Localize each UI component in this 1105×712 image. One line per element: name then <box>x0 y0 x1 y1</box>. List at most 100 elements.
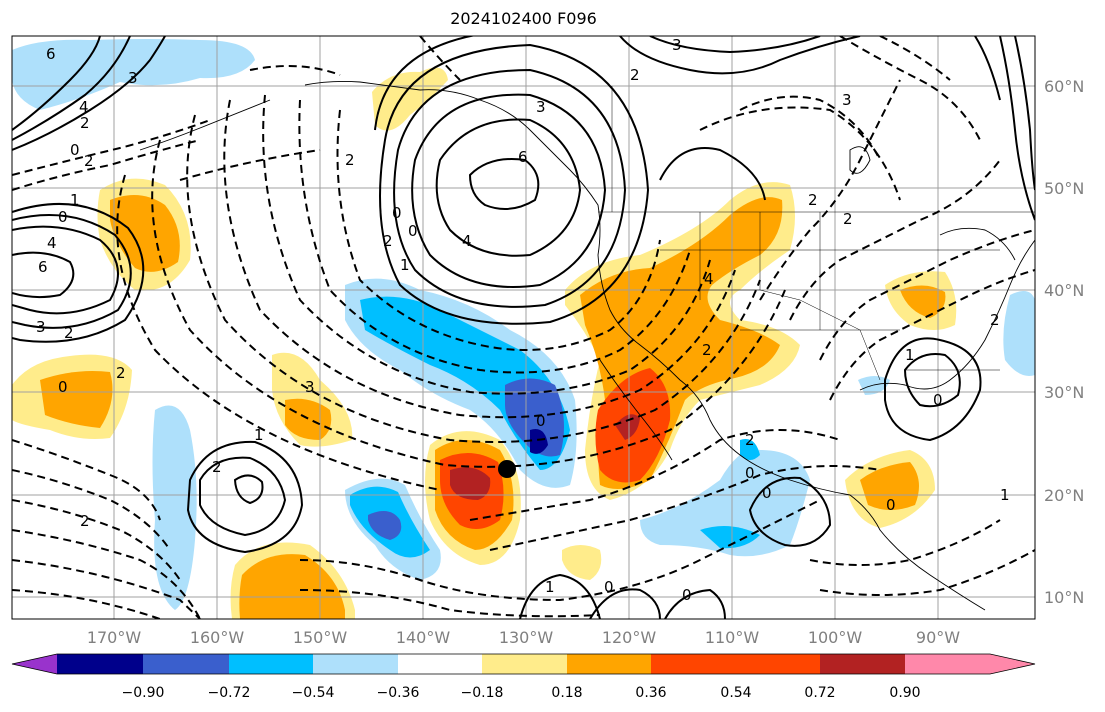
contour-label: 2 <box>116 364 126 382</box>
lon-label: 170°W <box>87 628 142 647</box>
contour-label: 6 <box>518 148 528 166</box>
blue-anomaly-atlantic <box>1003 291 1035 376</box>
contour-label: 1 <box>400 256 410 274</box>
colorbar-segment <box>229 654 313 674</box>
colorbar-segment <box>398 654 482 674</box>
lon-label: 110°W <box>705 628 760 647</box>
darkred-anomaly-baja <box>615 414 640 440</box>
colorbar-extend-high <box>905 654 1035 674</box>
colorbar-segment <box>651 654 736 674</box>
colorbar-extend-low <box>12 654 57 674</box>
colorbar-ticks: −0.90 −0.72 −0.54 −0.36 −0.18 0.18 0.36 … <box>122 685 921 701</box>
contour-label: 1 <box>545 578 555 596</box>
contour-label: 0 <box>762 484 772 502</box>
contour-label: 2 <box>990 311 1000 329</box>
mid-blue-anomaly-140w <box>368 511 402 540</box>
contour-label: 0 <box>70 141 80 159</box>
contour-label: 1 <box>70 191 80 209</box>
contour-label: 4 <box>79 98 89 116</box>
coastlines <box>139 80 1035 611</box>
lat-label: 60°N <box>1044 77 1084 96</box>
contour-label: 0 <box>886 496 896 514</box>
contour-label: 3 <box>672 36 682 54</box>
contour-label: 3 <box>536 98 546 116</box>
contour-label: 6 <box>46 45 56 63</box>
colorbar-tick-label: −0.36 <box>377 685 420 701</box>
colorbar <box>11 653 1036 675</box>
colorbar-tick-label: 0.72 <box>804 685 835 701</box>
contour-label: 2 <box>843 210 853 228</box>
map-title: 2024102400 F096 <box>450 9 597 28</box>
colorbar-segment <box>736 654 820 674</box>
colorbar-tick-label: −0.90 <box>122 685 165 701</box>
longitude-axis: 170°W 160°W 150°W 140°W 130°W 120°W 110°… <box>87 628 960 647</box>
contour-label: 0 <box>604 578 614 596</box>
lon-label: 150°W <box>293 628 348 647</box>
contour-label: 2 <box>630 66 640 84</box>
lat-label: 30°N <box>1044 383 1084 402</box>
contour-label: 2 <box>745 431 755 449</box>
colorbar-tick-label: −0.72 <box>208 685 251 701</box>
contour-label: 2 <box>383 232 393 250</box>
contour-label: 1 <box>1000 486 1010 504</box>
colorbar-tick-label: 0.18 <box>551 685 582 701</box>
lon-label: 100°W <box>808 628 863 647</box>
contour-label: 2 <box>345 151 355 169</box>
lat-label: 40°N <box>1044 281 1084 300</box>
contour-label: 3 <box>128 69 138 87</box>
colorbar-segment <box>567 654 651 674</box>
contour-label: 0 <box>745 464 755 482</box>
lon-label: 160°W <box>190 628 245 647</box>
colorbar-outline <box>11 653 1036 675</box>
mid-blue-anomaly-central <box>505 378 564 457</box>
contour-label: 3 <box>842 91 852 109</box>
shaded-field-layer <box>12 39 1035 619</box>
lat-label: 10°N <box>1044 588 1084 607</box>
contour-label: 2 <box>212 458 222 476</box>
orange-anomaly-gulf <box>860 462 919 510</box>
contour-label: 4 <box>462 232 472 250</box>
navy-anomaly-central <box>530 429 548 454</box>
colorbar-tick-label: −0.54 <box>292 685 335 701</box>
graticule <box>12 36 1035 619</box>
colorbar-segment <box>482 654 567 674</box>
colorbar-tick-label: 0.90 <box>889 685 920 701</box>
colorbar-tick-label: 0.54 <box>720 685 751 701</box>
orange-anomaly-sw <box>239 554 345 619</box>
cyan-anomaly-mexico-2 <box>740 439 760 460</box>
contours-positive <box>12 36 1035 619</box>
contour-label: 3 <box>305 378 315 396</box>
lon-label: 90°W <box>916 628 960 647</box>
blue-anomaly-155w <box>152 405 197 610</box>
contour-label: 2 <box>80 512 90 530</box>
latitude-axis: 60°N 50°N 40°N 30°N 20°N 10°N <box>1044 77 1084 607</box>
orange-anomaly-east <box>900 285 946 318</box>
colorbar-segment <box>57 654 143 674</box>
contour-label: 1 <box>905 346 915 364</box>
contour-label: 4 <box>47 234 57 252</box>
contour-label-layer: 6 3 4 2 0 2 1 0 4 6 3 2 0 2 1 2 2 3 2 3 … <box>36 36 1010 604</box>
contour-label: 0 <box>933 391 943 409</box>
contour-label: 0 <box>682 586 692 604</box>
lat-label: 50°N <box>1044 179 1084 198</box>
contour-label: 2 <box>64 324 74 342</box>
colorbar-segment <box>313 654 398 674</box>
political-boundaries <box>598 86 1035 381</box>
orange-anomaly-west <box>40 371 113 428</box>
lon-label: 130°W <box>499 628 554 647</box>
contour-label: 0 <box>392 204 402 222</box>
map-frame <box>11 35 1036 620</box>
darkred-anomaly-135w <box>450 467 491 500</box>
contours-negative <box>12 36 1035 619</box>
blue-anomaly-mexico <box>640 449 810 557</box>
contour-label: 0 <box>58 208 68 226</box>
contour-label: 0 <box>408 222 418 240</box>
contour-label: 3 <box>36 318 46 336</box>
colorbar-segment <box>143 654 229 674</box>
lon-label: 120°W <box>602 628 657 647</box>
contour-label: 0 <box>536 412 546 430</box>
contour-label: 2 <box>80 114 90 132</box>
colorbar-segment <box>820 654 905 674</box>
blue-anomaly-nw <box>12 39 255 110</box>
